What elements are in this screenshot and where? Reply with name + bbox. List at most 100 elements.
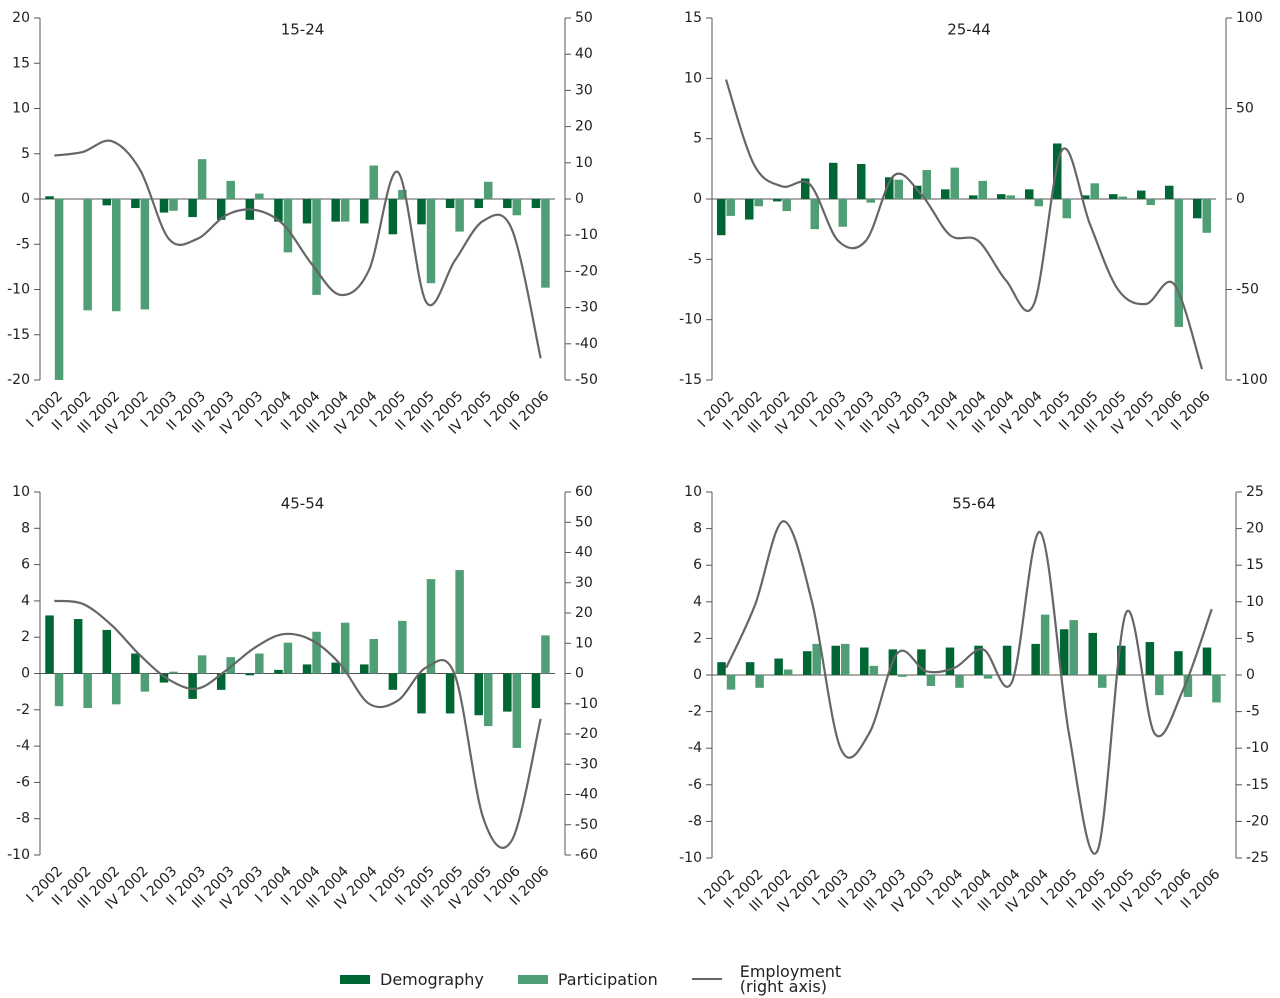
y-tick-label: -4 <box>16 738 30 754</box>
legend-label: Participation <box>557 969 658 989</box>
y-tick-label: 2 <box>693 630 702 646</box>
y-tick-label: 6 <box>21 557 30 573</box>
bar <box>1090 183 1099 199</box>
bar <box>1146 199 1155 206</box>
bar <box>417 673 426 714</box>
bar <box>810 199 819 230</box>
y2-tick-label: 10 <box>1246 594 1264 610</box>
bar <box>331 199 340 222</box>
bar <box>312 631 321 674</box>
panel: 15-24-20-15-10-505101520-50-40-30-20-100… <box>7 10 598 438</box>
bar <box>1155 675 1164 696</box>
y2-tick-label: 0 <box>575 191 584 207</box>
bar <box>1025 189 1034 199</box>
bar <box>302 199 312 224</box>
y2-tick-label: 20 <box>575 119 593 135</box>
panel-title: 45-54 <box>281 495 325 513</box>
bar <box>1193 199 1202 219</box>
legend-item: Employment (right axis) <box>691 964 850 995</box>
y-tick-label: -6 <box>688 777 702 793</box>
y2-tick-label: -10 <box>575 227 598 243</box>
bar <box>45 615 54 674</box>
y2-tick-label: 20 <box>575 605 593 621</box>
y2-tick-label: 0 <box>575 666 584 682</box>
y2-tick-label: -30 <box>575 300 598 316</box>
bar <box>755 675 764 688</box>
bar <box>188 673 197 699</box>
y-tick-label: 10 <box>684 70 702 86</box>
bar <box>483 181 493 199</box>
y-tick-label: 0 <box>693 191 702 207</box>
bar <box>312 199 321 295</box>
y-tick-label: 15 <box>12 55 30 71</box>
y2-tick-label: -25 <box>1246 850 1269 866</box>
bar <box>197 159 207 199</box>
bar <box>841 643 850 675</box>
bar <box>1031 643 1040 675</box>
bar <box>417 199 426 225</box>
y2-tick-label: 40 <box>575 545 593 561</box>
bar <box>112 673 121 705</box>
y2-tick-label: 20 <box>1246 521 1264 537</box>
y-tick-label: -6 <box>16 774 30 790</box>
y2-tick-label: 10 <box>575 635 593 651</box>
bar <box>894 179 903 199</box>
y2-tick-label: -10 <box>575 696 598 712</box>
y-tick-label: -2 <box>688 704 702 720</box>
bar <box>245 673 255 676</box>
y2-tick-label: -50 <box>1236 282 1259 298</box>
bar <box>398 620 407 674</box>
bar <box>340 622 350 674</box>
legend: Demography Participation Employment (rig… <box>340 962 940 996</box>
y2-tick-label: -10 <box>1246 740 1269 756</box>
bar <box>331 662 340 674</box>
y2-tick-label: 100 <box>1236 10 1263 26</box>
y2-tick-label: 40 <box>575 46 593 62</box>
bar <box>1145 642 1155 675</box>
y2-tick-label: 30 <box>575 575 593 591</box>
bar <box>1002 645 1012 675</box>
bar <box>782 199 791 212</box>
y2-tick-label: -50 <box>575 817 598 833</box>
legend-swatch <box>517 974 548 984</box>
bar <box>1109 194 1118 199</box>
bar <box>1062 199 1071 219</box>
bar <box>829 162 838 199</box>
bar <box>1212 675 1221 703</box>
y-tick-label: -10 <box>7 282 30 298</box>
bar <box>955 675 964 688</box>
bar <box>216 673 226 690</box>
y2-tick-label: 60 <box>575 484 593 500</box>
bar <box>898 675 907 677</box>
panel-title: 25-44 <box>947 21 991 39</box>
bar <box>773 199 782 202</box>
bar <box>1059 629 1069 675</box>
employment-line <box>725 520 1213 855</box>
bar <box>188 199 197 218</box>
y2-tick-label: -30 <box>575 756 598 772</box>
bar <box>922 170 931 199</box>
bar <box>754 199 763 207</box>
y2-tick-label: -100 <box>1236 372 1268 388</box>
bar <box>774 658 783 675</box>
y-tick-label: -5 <box>688 251 702 267</box>
bar <box>945 647 955 675</box>
legend-label: Demography <box>380 969 484 989</box>
bar <box>978 180 987 199</box>
employment-line <box>724 79 1204 370</box>
y2-tick-label: 0 <box>1246 667 1255 683</box>
bar <box>941 189 950 199</box>
bar <box>1040 614 1050 675</box>
y-tick-label: -20 <box>7 372 30 388</box>
y-tick-label: 4 <box>21 593 30 609</box>
legend-item: Participation <box>517 969 658 989</box>
bar <box>917 649 926 675</box>
y2-tick-label: 5 <box>1246 630 1255 646</box>
y-tick-label: 10 <box>12 101 30 117</box>
bar <box>255 653 264 674</box>
y-tick-label: -15 <box>679 372 702 388</box>
y2-tick-label: -40 <box>575 787 598 803</box>
bar <box>1053 143 1062 199</box>
bar <box>455 570 464 674</box>
